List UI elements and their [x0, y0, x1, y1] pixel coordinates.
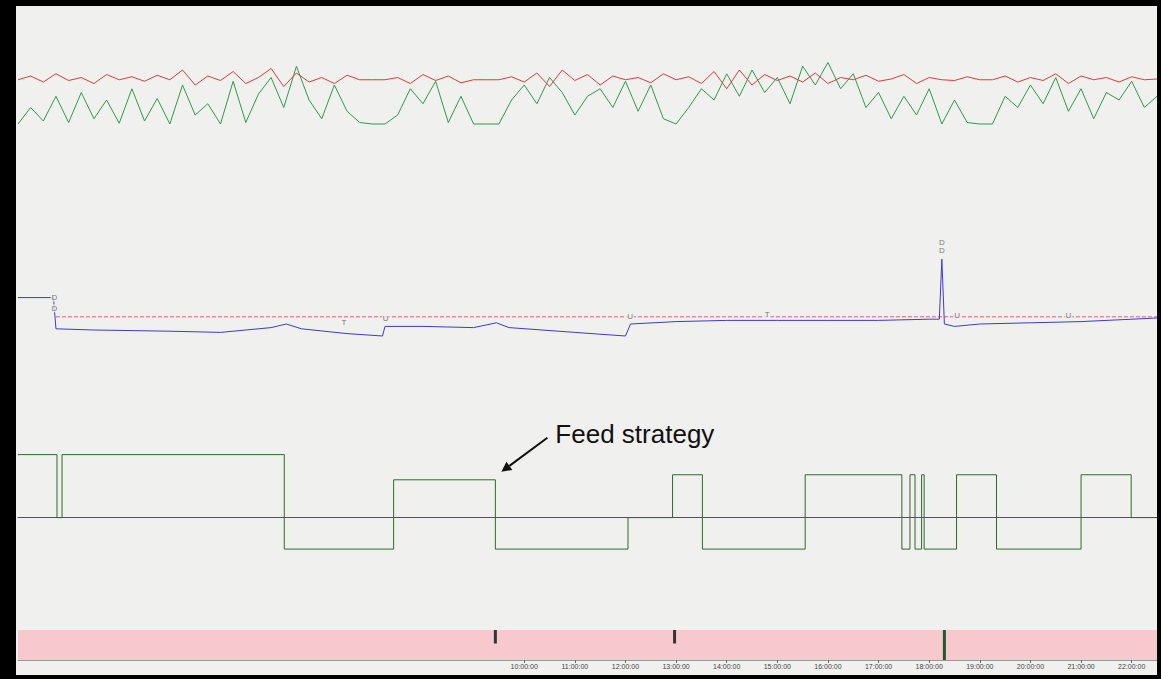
svg-text:14:00:00: 14:00:00	[713, 663, 740, 670]
svg-text:11:00:00: 11:00:00	[561, 663, 588, 670]
svg-text:20:00:00: 20:00:00	[1017, 663, 1044, 670]
svg-text:D: D	[939, 246, 945, 255]
svg-text:Feed strategy: Feed strategy	[555, 419, 714, 449]
svg-text:U: U	[627, 312, 633, 321]
svg-text:21:00:00: 21:00:00	[1067, 663, 1094, 670]
svg-text:13:00:00: 13:00:00	[662, 663, 689, 670]
svg-text:T: T	[765, 310, 770, 319]
svg-text:17:00:00: 17:00:00	[865, 663, 892, 670]
svg-text:D: D	[52, 304, 58, 313]
svg-text:U: U	[383, 314, 389, 323]
svg-text:U: U	[954, 311, 960, 320]
svg-text:22:00:00: 22:00:00	[1118, 663, 1145, 670]
svg-text:12:00:00: 12:00:00	[612, 663, 639, 670]
svg-text:D: D	[939, 237, 945, 247]
svg-text:D: D	[52, 293, 58, 302]
svg-text:U: U	[1066, 311, 1072, 320]
svg-text:10:00:00: 10:00:00	[511, 663, 538, 670]
svg-text:T: T	[342, 318, 347, 327]
svg-text:19:00:00: 19:00:00	[966, 663, 993, 670]
svg-text:16:00:00: 16:00:00	[814, 663, 841, 670]
svg-text:18:00:00: 18:00:00	[916, 663, 943, 670]
svg-text:15:00:00: 15:00:00	[764, 663, 791, 670]
